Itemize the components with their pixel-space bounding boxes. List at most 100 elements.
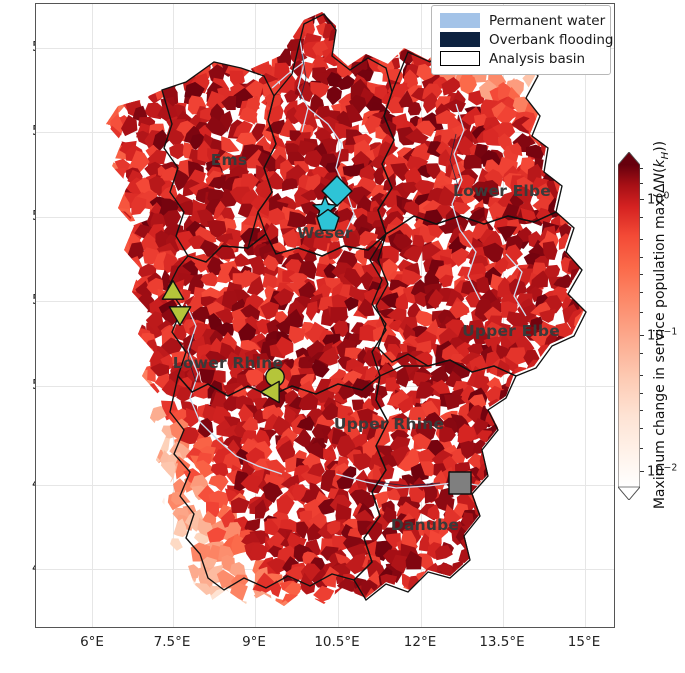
- catchment-polygon: [597, 82, 609, 95]
- catchment-polygon: [80, 189, 101, 204]
- map-marker-rhine-triangle-down[interactable]: [168, 306, 192, 327]
- catchment-polygon: [324, 614, 339, 628]
- catchment-polygon: [561, 462, 576, 482]
- catchment-polygon: [387, 82, 408, 101]
- legend-item-permanent-water: Permanent water: [440, 11, 605, 30]
- catchment-polygon: [506, 570, 522, 589]
- catchment-polygon: [460, 187, 479, 205]
- catchment-polygon: [145, 468, 166, 489]
- catchment-polygon: [88, 520, 105, 535]
- catchment-polygon: [579, 95, 584, 112]
- catchment-polygon: [109, 46, 124, 68]
- catchment-polygon: [148, 12, 169, 17]
- catchment-polygon: [566, 406, 584, 425]
- catchment-polygon: [106, 393, 110, 412]
- catchment-polygon: [351, 150, 371, 170]
- map-marker-rhine-triangle-left[interactable]: [259, 380, 280, 404]
- catchment-polygon: [547, 554, 567, 574]
- catchment-polygon: [106, 360, 120, 380]
- catchment-polygon: [526, 144, 545, 160]
- catchment-polygon: [140, 578, 156, 595]
- catchment-polygon: [118, 402, 140, 420]
- catchment-polygon: [36, 222, 50, 241]
- catchment-polygon: [136, 625, 150, 628]
- catchment-polygon: [131, 25, 151, 44]
- catchment-polygon: [84, 346, 104, 362]
- catchment-polygon: [577, 573, 584, 591]
- catchment-polygon: [523, 451, 544, 473]
- catchment-polygon: [594, 530, 614, 552]
- catchment-polygon: [554, 425, 569, 445]
- catchment-polygon: [414, 351, 433, 370]
- catchment-polygon: [605, 446, 615, 469]
- catchment-polygon: [556, 438, 571, 459]
- catchment-polygon: [483, 532, 503, 551]
- catchment-polygon: [362, 12, 380, 26]
- catchment-polygon: [272, 621, 295, 628]
- catchment-polygon: [221, 136, 240, 153]
- catchment-polygon: [150, 590, 165, 606]
- catchment-polygon: [87, 124, 106, 141]
- map-legend: Permanent water Overbank flooding Analys…: [431, 5, 614, 75]
- catchment-polygon: [193, 597, 214, 606]
- catchment-polygon: [264, 518, 280, 536]
- catchment-polygon: [215, 322, 236, 337]
- catchment-polygon: [118, 296, 134, 314]
- catchment-polygon: [38, 267, 61, 282]
- catchment-polygon: [36, 553, 44, 570]
- catchment-polygon: [305, 605, 323, 606]
- catchment-polygon: [106, 596, 115, 606]
- catchment-polygon: [539, 481, 557, 500]
- catchment-polygon: [262, 12, 281, 14]
- catchment-polygon: [600, 129, 615, 148]
- colorbar-tick: [640, 199, 644, 200]
- map-marker-weser-pentagon[interactable]: [316, 208, 340, 232]
- catchment-polygon: [125, 466, 146, 485]
- catchment-polygon: [566, 380, 584, 403]
- catchment-polygon: [248, 4, 264, 11]
- catchment-polygon: [593, 383, 609, 400]
- catchment-polygon: [79, 343, 98, 364]
- catchment-polygon: [546, 159, 565, 177]
- catchment-polygon: [106, 424, 122, 447]
- catchment-polygon: [253, 13, 268, 34]
- catchment-polygon: [329, 597, 345, 606]
- catchment-polygon: [597, 417, 614, 431]
- catchment-polygon: [106, 184, 118, 200]
- catchment-polygon: [125, 419, 146, 435]
- catchment-polygon: [527, 626, 542, 629]
- catchment-polygon: [69, 46, 90, 64]
- catchment-polygon: [155, 589, 173, 606]
- catchment-polygon: [605, 478, 615, 497]
- catchment-polygon: [553, 274, 573, 289]
- catchment-polygon: [340, 466, 357, 478]
- catchment-polygon: [572, 458, 584, 479]
- catchment-polygon: [468, 552, 485, 565]
- map-plot-area[interactable]: Ems Weser Lower Elbe Upper Elbe Lower Rh…: [35, 3, 615, 628]
- gridline-vertical: [92, 4, 93, 627]
- catchment-polygon: [408, 599, 427, 606]
- catchment-polygon: [525, 416, 544, 437]
- catchment-polygon: [76, 119, 97, 135]
- legend-label-overbank-flooding: Overbank flooding: [489, 31, 614, 48]
- catchment-polygon: [586, 561, 601, 575]
- catchment-polygon: [225, 616, 247, 628]
- catchment-polygon: [492, 545, 516, 560]
- catchment-polygon: [539, 615, 551, 628]
- catchment-polygon: [374, 490, 392, 509]
- catchment-polygon: [521, 538, 539, 561]
- catchment-polygon: [534, 366, 556, 381]
- map-marker-rhine-triangle-up[interactable]: [161, 279, 185, 300]
- catchment-polygon: [335, 503, 352, 525]
- catchment-polygon: [305, 301, 318, 322]
- catchment-polygon: [567, 126, 584, 144]
- catchment-polygon: [296, 521, 309, 541]
- catchment-polygon: [125, 391, 142, 408]
- map-marker-danube-square[interactable]: [448, 471, 472, 495]
- catchment-polygon: [482, 242, 504, 265]
- catchment-polygon: [500, 622, 512, 628]
- catchment-polygon: [395, 292, 409, 313]
- catchment-polygon: [575, 377, 584, 397]
- catchment-polygon: [546, 468, 567, 489]
- catchment-polygon: [583, 161, 584, 178]
